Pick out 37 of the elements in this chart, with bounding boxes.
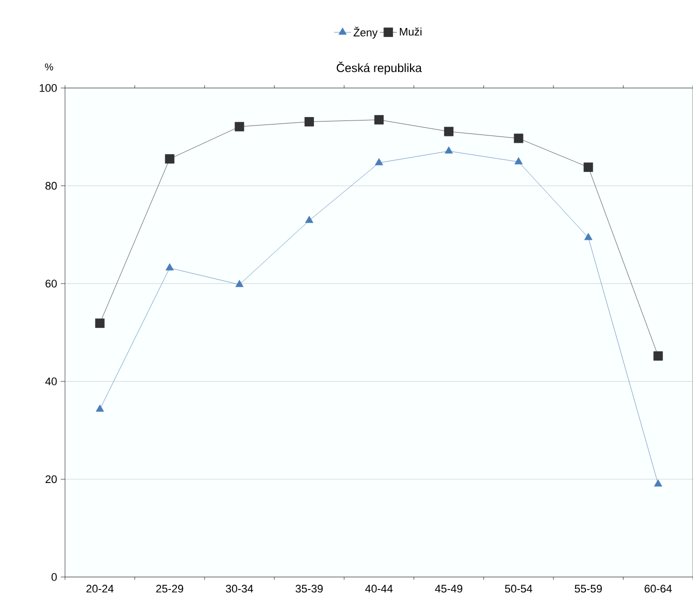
- point: [166, 263, 174, 270]
- point: [96, 404, 104, 412]
- point: [95, 318, 105, 328]
- y-tick-label: 0: [52, 573, 57, 581]
- x-tick-label: 30-34: [226, 584, 254, 593]
- x-tick-label: 20-24: [86, 584, 114, 593]
- legend-label: Muži: [400, 28, 422, 36]
- point: [653, 351, 663, 361]
- x-tick-label: 50-54: [504, 584, 532, 593]
- point: [305, 216, 314, 223]
- x-tick-label: 35-39: [296, 584, 323, 593]
- point: [304, 117, 314, 126]
- x-tick-label: 60-64: [644, 584, 672, 593]
- point: [444, 146, 453, 154]
- x-tick-label: 45-49: [435, 584, 462, 593]
- point: [374, 115, 384, 124]
- point: [514, 157, 523, 164]
- point: [164, 154, 174, 164]
- point: [444, 126, 454, 136]
- legend-label: Ženy: [354, 26, 378, 39]
- point: [584, 162, 594, 172]
- y-axis-title: %: [44, 63, 54, 70]
- y-tick-label: 60: [46, 280, 57, 288]
- x-tick-label: 25-29: [156, 584, 184, 593]
- y-tick-label: 80: [46, 182, 57, 190]
- chart-title: Česká republika: [336, 62, 422, 74]
- x-tick-label: 55-59: [574, 584, 602, 593]
- point: [234, 122, 244, 132]
- point: [514, 134, 524, 144]
- y-tick-label: 20: [46, 475, 57, 484]
- point: [374, 158, 384, 166]
- point: [584, 232, 592, 240]
- point: [235, 280, 244, 288]
- point: [654, 479, 662, 487]
- x-tick-label: 40-44: [365, 584, 393, 593]
- y-tick-label: 40: [45, 378, 57, 386]
- y-tick-label: 100: [40, 84, 57, 92]
